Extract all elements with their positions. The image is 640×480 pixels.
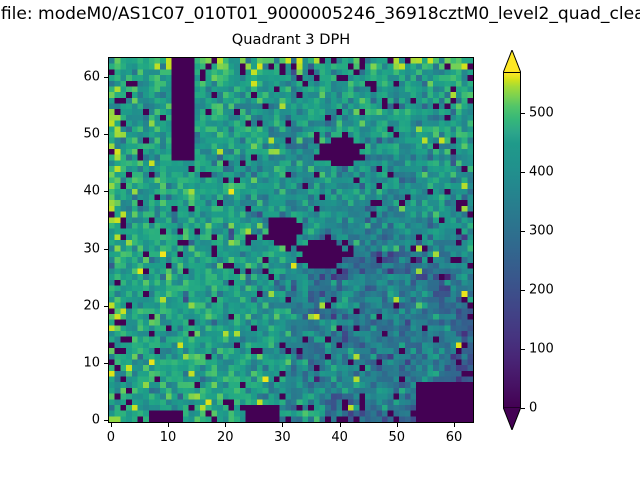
x-tick-mark (453, 423, 455, 427)
y-tick-mark (104, 248, 108, 250)
x-tick-mark (282, 423, 284, 427)
colorbar-tick-label: 200 (529, 282, 554, 298)
x-tick-label: 20 (216, 430, 234, 445)
y-tick-mark (104, 191, 108, 193)
y-tick-label: 10 (83, 355, 100, 371)
x-tick-label: 0 (106, 430, 115, 445)
colorbar-tick-mark (521, 172, 525, 174)
heatmap-axes[interactable] (108, 57, 474, 423)
x-tick-mark (168, 423, 170, 427)
x-tick-label: 60 (445, 430, 463, 445)
x-tick-mark (396, 423, 398, 427)
colorbar-tick-label: 300 (529, 223, 554, 239)
colorbar-tick-mark (521, 290, 525, 292)
colorbar-tick-label: 100 (529, 341, 554, 357)
axes-title: Quadrant 3 DPH (231, 31, 351, 48)
y-tick-label: 60 (83, 69, 100, 85)
y-tick-mark (104, 305, 108, 307)
colorbar-tick-label: 500 (529, 105, 554, 121)
y-tick-mark (104, 134, 108, 136)
y-tick-label: 50 (83, 126, 100, 142)
colorbar-tick-label: 400 (529, 164, 554, 180)
colorbar-tick-mark (521, 408, 525, 409)
colorbar-gradient (503, 72, 521, 408)
heatmap-image (109, 58, 473, 422)
colorbar-extend-low-arrow (503, 407, 521, 430)
colorbar-tick-mark (521, 349, 525, 351)
x-tick-label: 50 (388, 430, 406, 445)
x-tick-label: 40 (331, 430, 348, 445)
colorbar-tick-mark (521, 231, 525, 233)
y-tick-label: 0 (91, 412, 100, 428)
x-tick-mark (225, 423, 227, 427)
colorbar-tick-label: 0 (529, 400, 538, 416)
y-tick-mark (104, 362, 108, 364)
figure-suptitle: n file: modeM0/AS1C07_010T01_9000005246_… (0, 4, 640, 24)
x-tick-label: 10 (159, 430, 177, 445)
colorbar-extend-high-arrow (503, 50, 521, 73)
y-tick-label: 30 (83, 241, 100, 257)
colorbar[interactable]: 0 100 200 300 400 500 (503, 50, 554, 430)
y-tick-mark (104, 420, 108, 422)
figure-suptitle-container: n file: modeM0/AS1C07_010T01_9000005246_… (0, 3, 640, 27)
x-tick-label: 30 (274, 430, 291, 445)
y-tick-mark (104, 77, 108, 79)
x-tick-mark (339, 423, 341, 427)
colorbar-tick-mark (521, 113, 525, 115)
y-tick-label: 40 (83, 183, 100, 199)
x-tick-mark (110, 423, 112, 427)
y-tick-label: 20 (83, 298, 100, 314)
